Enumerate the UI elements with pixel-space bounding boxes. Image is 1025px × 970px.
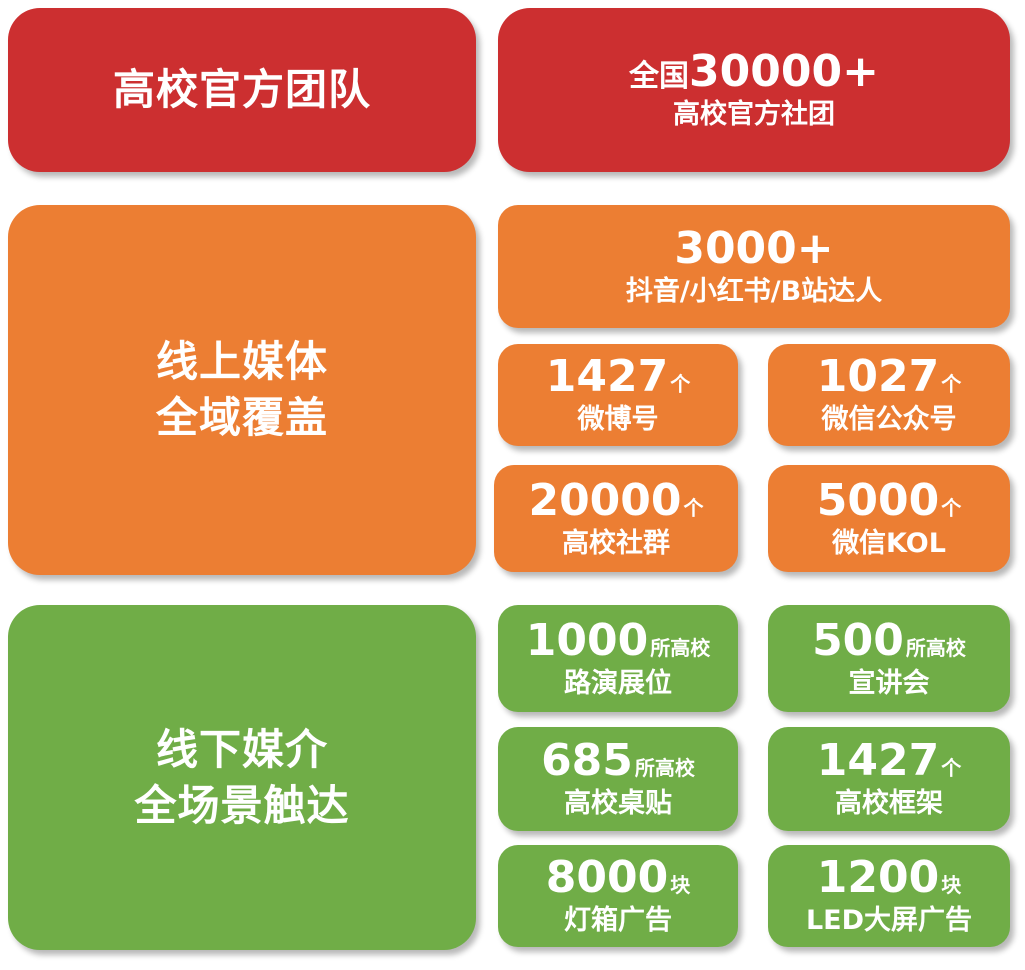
stat-unit: 块 — [941, 873, 962, 897]
team-stat-prefix: 全国 — [629, 59, 690, 94]
stat-number: 5000 — [816, 474, 940, 526]
stat-number: 8000 — [545, 852, 669, 903]
stat-number: 20000 — [528, 474, 682, 526]
stat-label: 抖音/小红书/B站达人 — [625, 275, 883, 307]
stat-label: LED大屏广告 — [805, 905, 973, 936]
stat-label: 路演展位 — [564, 667, 672, 699]
online-title-block: 线上媒体 全域覆盖 — [8, 205, 476, 575]
online-stat-card: 5000 个 微信KOL — [768, 465, 1010, 572]
offline-title-line1: 线下媒介 — [155, 724, 328, 774]
stat-unit: 个 — [941, 756, 962, 780]
offline-stat-card: 685 所高校 高校桌贴 — [498, 727, 738, 831]
stat-label: 微博号 — [577, 404, 659, 435]
stat-label: 高校框架 — [835, 788, 943, 819]
stat-number: 1000 — [525, 614, 649, 666]
stat-unit: 所高校 — [634, 756, 695, 780]
team-title-block: 高校官方团队 — [8, 8, 476, 172]
offline-stat-card: 8000 块 灯箱广告 — [498, 845, 738, 947]
online-stat-card: 20000 个 高校社群 — [494, 465, 738, 572]
stat-unit: 所高校 — [650, 635, 711, 660]
stat-label: 高校桌贴 — [564, 788, 672, 819]
stat-label: 微信KOL — [832, 527, 946, 559]
stat-unit: 个 — [670, 372, 691, 396]
team-stat-line: 全国30000+ — [629, 47, 879, 97]
online-title-line2: 全域覆盖 — [155, 393, 328, 442]
stat-label: 微信公众号 — [821, 404, 957, 435]
online-stat-card: 1427 个 微博号 — [498, 344, 738, 446]
stat-number: 3000+ — [674, 222, 834, 274]
stat-number: 685 — [541, 735, 633, 786]
stat-unit: 所高校 — [905, 635, 966, 660]
stat-unit: 个 — [941, 495, 962, 520]
online-stat-card: 3000+ 抖音/小红书/B站达人 — [498, 205, 1010, 328]
stat-unit: 个 — [683, 495, 704, 520]
offline-stat-card: 500 所高校 宣讲会 — [768, 605, 1010, 712]
team-title: 高校官方团队 — [112, 65, 371, 114]
stat-number: 1200 — [816, 852, 940, 903]
team-stat-card: 全国30000+ 高校官方社团 — [498, 8, 1010, 172]
stat-unit: 块 — [670, 873, 691, 897]
online-title-line1: 线上媒体 — [155, 337, 328, 386]
stat-number: 1427 — [816, 735, 940, 786]
stat-label: 灯箱广告 — [564, 905, 672, 936]
stat-unit: 个 — [941, 372, 962, 396]
stat-label: 高校社群 — [562, 527, 670, 559]
stat-number: 500 — [812, 614, 904, 666]
online-stat-card: 1027 个 微信公众号 — [768, 344, 1010, 446]
team-stat-number: 30000+ — [689, 46, 879, 97]
offline-title-block: 线下媒介 全场景触达 — [8, 605, 476, 950]
offline-stat-card: 1000 所高校 路演展位 — [498, 605, 738, 712]
offline-stat-card: 1427 个 高校框架 — [768, 727, 1010, 831]
stat-number: 1427 — [545, 351, 669, 402]
offline-title-line2: 全场景触达 — [134, 780, 350, 830]
offline-stat-card: 1200 块 LED大屏广告 — [768, 845, 1010, 947]
stat-number: 1027 — [816, 351, 940, 402]
team-stat-label: 高校官方社团 — [673, 99, 835, 130]
stat-label: 宣讲会 — [848, 667, 930, 699]
